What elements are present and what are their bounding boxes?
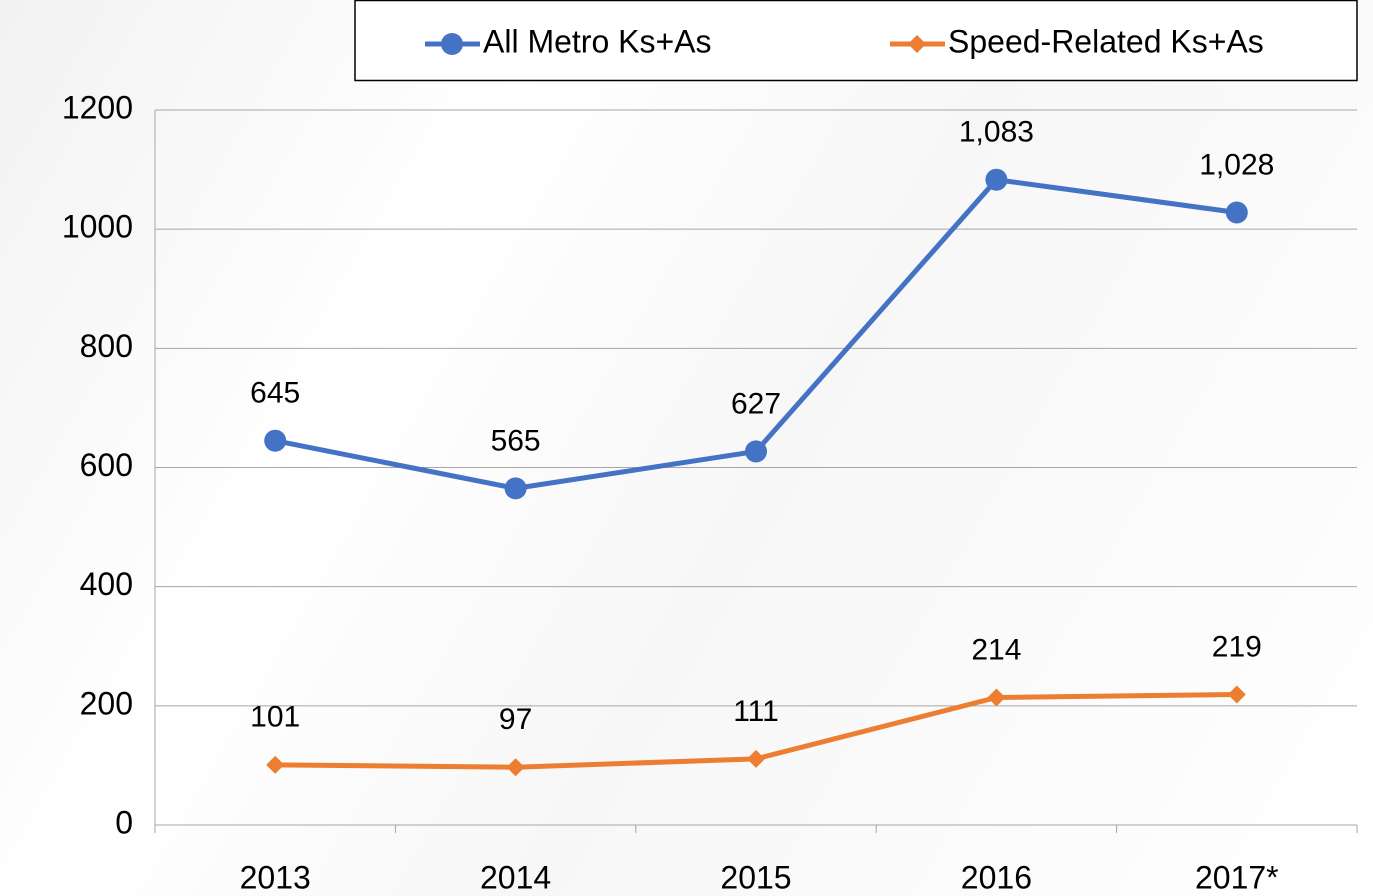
- y-tick-label: 600: [80, 447, 133, 483]
- y-tick-label: 1000: [62, 209, 133, 245]
- y-tick-label: 0: [115, 804, 133, 840]
- legend-label: All Metro Ks+As: [483, 23, 712, 59]
- data-label: 214: [971, 633, 1021, 666]
- y-tick-label: 1200: [62, 89, 133, 125]
- marker: [504, 477, 527, 500]
- x-tick-label: 2016: [961, 859, 1032, 895]
- marker: [506, 758, 525, 777]
- marker: [985, 168, 1008, 191]
- legend-marker: [441, 33, 463, 55]
- x-tick-label: 2014: [480, 859, 551, 895]
- marker: [1225, 201, 1248, 224]
- data-label: 101: [250, 701, 300, 734]
- data-label: 97: [499, 703, 532, 736]
- x-tick-label: 2017*: [1195, 859, 1279, 895]
- data-label: 111: [733, 695, 779, 728]
- data-label: 565: [491, 424, 541, 457]
- marker: [987, 688, 1006, 707]
- x-tick-label: 2013: [240, 859, 311, 895]
- data-label: 219: [1212, 630, 1262, 663]
- marker: [1227, 685, 1246, 704]
- y-tick-label: 200: [80, 685, 133, 721]
- legend-label: Speed-Related Ks+As: [948, 23, 1264, 59]
- legend-box: [354, 0, 1358, 82]
- marker: [266, 755, 285, 774]
- data-label: 627: [731, 387, 781, 420]
- y-tick-label: 400: [80, 566, 133, 602]
- data-label: 645: [250, 377, 300, 410]
- data-label: 1,083: [959, 116, 1034, 149]
- x-tick-label: 2015: [720, 859, 791, 895]
- y-tick-label: 800: [80, 328, 133, 364]
- legend-marker: [908, 35, 926, 53]
- marker: [747, 749, 765, 768]
- marker: [745, 440, 767, 463]
- marker: [264, 429, 287, 452]
- data-label: 1,028: [1199, 148, 1274, 181]
